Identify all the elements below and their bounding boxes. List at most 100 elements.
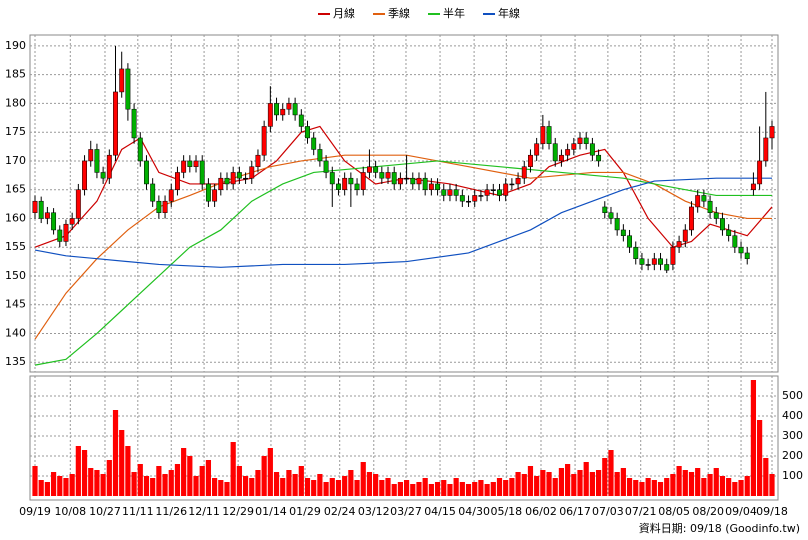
candle-body	[63, 223, 69, 242]
candle-body	[212, 189, 218, 202]
volume-bar	[639, 482, 645, 496]
candle-body	[311, 137, 317, 150]
volume-bar	[540, 470, 546, 496]
volume-bar	[583, 462, 589, 496]
candle-body	[509, 183, 515, 186]
volume-bar	[298, 466, 304, 496]
volume-bar	[354, 480, 360, 496]
volume-bar	[534, 476, 540, 496]
candle-body	[738, 246, 744, 254]
volume-bar	[744, 476, 750, 496]
volume-bar	[81, 450, 88, 496]
y-tick-label: 185	[5, 68, 26, 81]
volume-bar	[676, 466, 682, 496]
volume-bar	[156, 466, 162, 496]
candle-body	[267, 103, 273, 127]
volume-bar	[459, 482, 465, 496]
candle-body	[404, 177, 410, 180]
candle-body	[162, 200, 168, 213]
volume-bar	[397, 482, 404, 496]
candle-body	[428, 183, 434, 190]
volume-bar	[311, 480, 317, 496]
volume-bar	[100, 474, 106, 496]
volume-bar	[187, 456, 193, 496]
volume-bar	[63, 478, 69, 496]
candle-body	[565, 149, 571, 156]
candle-body	[639, 258, 645, 265]
candle-body	[193, 160, 199, 167]
volume-bar	[88, 468, 94, 496]
candle-body	[620, 229, 626, 236]
candle-body	[249, 166, 255, 179]
x-tick-label: 01/14	[255, 505, 287, 518]
volume-bar	[769, 474, 775, 496]
volume-bar	[373, 474, 379, 496]
candle-body	[645, 264, 651, 266]
volume-bar	[162, 474, 168, 496]
volume-bar	[391, 484, 397, 496]
candle-body	[596, 154, 602, 162]
volume-bar	[125, 446, 131, 496]
candle-body	[397, 177, 403, 185]
candle-body	[602, 206, 608, 213]
y-tick-label: 100	[782, 469, 803, 482]
candle-body	[478, 195, 484, 197]
candle-body	[763, 137, 769, 162]
moving-average-line	[34, 177, 772, 268]
volume-bar	[645, 478, 651, 496]
candle-body	[44, 212, 50, 219]
candle-body	[490, 189, 496, 191]
volume-bar	[422, 478, 428, 496]
candle-body	[732, 235, 738, 248]
volume-bar	[484, 484, 490, 496]
volume-bar	[323, 482, 329, 496]
candle-body	[472, 195, 478, 202]
candle-body	[658, 258, 663, 265]
y-tick-label: 140	[5, 326, 26, 339]
candle-body	[75, 189, 81, 219]
volume-bar	[608, 450, 614, 496]
candle-body	[757, 160, 763, 185]
candle-body	[100, 172, 106, 179]
plot-frame	[29, 34, 779, 373]
volume-bar	[50, 472, 57, 496]
candle-body	[391, 172, 397, 185]
candle-body	[125, 68, 131, 110]
candle-body	[187, 160, 193, 167]
candle-body	[435, 183, 441, 190]
x-tick-label: 12/11	[188, 505, 220, 518]
candle-body	[707, 200, 713, 213]
volume-bar	[546, 472, 552, 496]
volume-bar	[503, 480, 509, 496]
volume-bar	[304, 478, 311, 496]
candle-body	[503, 183, 509, 196]
volume-bar	[614, 472, 620, 496]
volume-bar	[558, 468, 565, 496]
volume-bar	[150, 478, 156, 496]
volume-bar	[701, 478, 707, 496]
volume-bar	[224, 482, 230, 496]
candle-body	[614, 218, 620, 231]
volume-bar	[682, 470, 688, 496]
legend-label: 半年	[443, 6, 465, 20]
x-tick-label: 09/04	[725, 505, 757, 518]
x-tick-label: 08/20	[692, 505, 724, 518]
volume-bar	[94, 470, 100, 496]
candle-body	[261, 126, 267, 156]
volume-bar	[75, 446, 81, 496]
volume-bar	[69, 474, 75, 496]
volume-bar	[360, 462, 366, 496]
candle-body	[633, 246, 639, 259]
volume-bar	[342, 476, 348, 496]
candle-body	[360, 172, 366, 190]
candle-body	[292, 103, 298, 116]
candle-body	[106, 154, 112, 179]
volume-bar	[131, 472, 137, 496]
volume-bar	[527, 466, 534, 496]
candle-body	[534, 143, 540, 156]
x-tick-label: 03/12	[358, 505, 390, 518]
volume-bar	[515, 472, 521, 496]
x-tick-label: 07/03	[592, 505, 624, 518]
candle-body	[484, 189, 490, 196]
volume-bar	[577, 470, 583, 496]
